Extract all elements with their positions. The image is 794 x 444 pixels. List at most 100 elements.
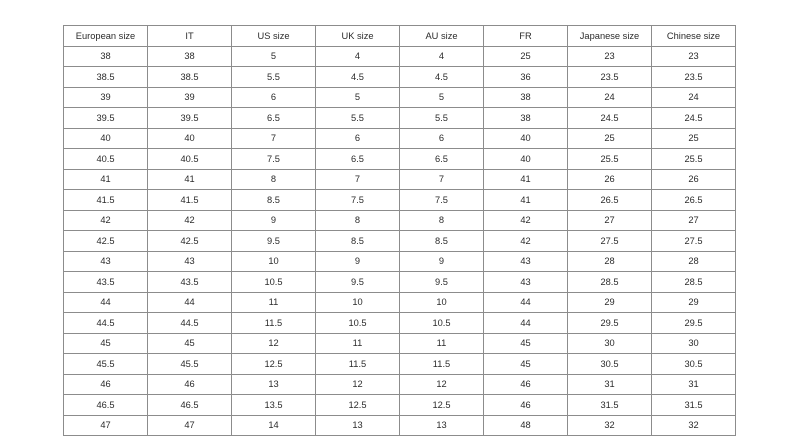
- table-cell: 39: [147, 86, 232, 108]
- table-cell: 26.5: [651, 189, 736, 211]
- table-cell: 36: [483, 66, 568, 88]
- table-cell: 43: [483, 271, 568, 293]
- table-header: European size IT US size UK size AU size FR Ja…: [63, 25, 736, 47]
- table-row: 39.5 39.5 6.5 5.5 5.5 38 24.5 24.5: [63, 107, 736, 129]
- table-cell: 29: [567, 291, 652, 313]
- table-cell: 46: [483, 394, 568, 416]
- table-cell: 6.5: [231, 107, 316, 129]
- table-cell: 6.5: [315, 148, 400, 170]
- table-cell: 24.5: [567, 107, 652, 129]
- table-cell: 7: [315, 168, 400, 190]
- table-cell: 8: [399, 209, 484, 231]
- table-cell: 41.5: [147, 189, 232, 211]
- table-cell: 27.5: [567, 230, 652, 252]
- table-cell: 43.5: [63, 271, 148, 293]
- table-cell: 42.5: [63, 230, 148, 252]
- table-cell: 13: [399, 414, 484, 436]
- table-cell: 40.5: [63, 148, 148, 170]
- table-cell: 29: [651, 291, 736, 313]
- table-cell: 44: [483, 291, 568, 313]
- table-cell: 12.5: [231, 353, 316, 375]
- table-cell: 38: [483, 107, 568, 129]
- table-cell: 44.5: [63, 312, 148, 334]
- table-cell: 31: [567, 373, 652, 395]
- table-cell: 46.5: [63, 394, 148, 416]
- table-cell: 12.5: [399, 394, 484, 416]
- table-cell: 5.5: [231, 66, 316, 88]
- table-cell: 10: [231, 250, 316, 272]
- table-cell: 45.5: [147, 353, 232, 375]
- table-cell: 7.5: [315, 189, 400, 211]
- table-row: 46 46 13 12 12 46 31 31: [63, 373, 736, 395]
- table-cell: 43: [63, 250, 148, 272]
- table-body: 38 38 5 4 4 25 23 23 38.5 38.5 5.5 4.5 4.5 36 23.5 23.5…: [63, 45, 736, 436]
- table-cell: 42.5: [147, 230, 232, 252]
- table-row: 38.5 38.5 5.5 4.5 4.5 36 23.5 23.5: [63, 66, 736, 88]
- table-cell: 25: [651, 127, 736, 149]
- table-cell: 24: [567, 86, 652, 108]
- table-cell: 39.5: [63, 107, 148, 129]
- table-cell: 41: [483, 168, 568, 190]
- table-cell: 47: [147, 414, 232, 436]
- table-cell: 43: [483, 250, 568, 272]
- table-cell: 12: [399, 373, 484, 395]
- table-cell: 27.5: [651, 230, 736, 252]
- table-cell: 8.5: [315, 230, 400, 252]
- table-cell: 29.5: [651, 312, 736, 334]
- table-cell: 41: [147, 168, 232, 190]
- table-cell: 12: [231, 332, 316, 354]
- table-cell: 28: [567, 250, 652, 272]
- table-cell: 6: [315, 127, 400, 149]
- table-cell: 8.5: [399, 230, 484, 252]
- table-cell: 24.5: [651, 107, 736, 129]
- table-cell: 9.5: [315, 271, 400, 293]
- table-cell: 5: [315, 86, 400, 108]
- table-cell: 41: [63, 168, 148, 190]
- table-cell: 9.5: [399, 271, 484, 293]
- table-cell: 8: [231, 168, 316, 190]
- table-cell: 9: [315, 250, 400, 272]
- table-cell: 40.5: [147, 148, 232, 170]
- table-cell: 26: [567, 168, 652, 190]
- table-cell: 26: [651, 168, 736, 190]
- table-cell: 11: [399, 332, 484, 354]
- table-cell: 10: [399, 291, 484, 313]
- column-header: European size: [63, 25, 148, 47]
- table-cell: 30: [567, 332, 652, 354]
- table-cell: 10: [315, 291, 400, 313]
- table-row: 41.5 41.5 8.5 7.5 7.5 41 26.5 26.5: [63, 189, 736, 211]
- table-cell: 4: [315, 45, 400, 67]
- table-cell: 11: [315, 332, 400, 354]
- table-cell: 38: [147, 45, 232, 67]
- table-cell: 30.5: [651, 353, 736, 375]
- table-cell: 8.5: [231, 189, 316, 211]
- table-cell: 5.5: [315, 107, 400, 129]
- table-cell: 38: [63, 45, 148, 67]
- table-cell: 40: [63, 127, 148, 149]
- table-cell: 29.5: [567, 312, 652, 334]
- table-cell: 45: [483, 332, 568, 354]
- column-header: UK size: [315, 25, 400, 47]
- shoe-size-conversion-table: European size IT US size UK size AU size FR Ja…: [63, 25, 736, 436]
- table-cell: 41.5: [63, 189, 148, 211]
- column-header: IT: [147, 25, 232, 47]
- table-cell: 31.5: [567, 394, 652, 416]
- table-cell: 9.5: [231, 230, 316, 252]
- table-cell: 8: [315, 209, 400, 231]
- table-cell: 42: [483, 209, 568, 231]
- column-header: FR: [483, 25, 568, 47]
- table-cell: 32: [651, 414, 736, 436]
- table-cell: 42: [147, 209, 232, 231]
- column-header: US size: [231, 25, 316, 47]
- table-cell: 42: [483, 230, 568, 252]
- table-cell: 23.5: [651, 66, 736, 88]
- table-cell: 11.5: [231, 312, 316, 334]
- table-cell: 44.5: [147, 312, 232, 334]
- table-cell: 6: [399, 127, 484, 149]
- table-cell: 10.5: [315, 312, 400, 334]
- table-cell: 23.5: [567, 66, 652, 88]
- table-cell: 5: [231, 45, 316, 67]
- table-cell: 13.5: [231, 394, 316, 416]
- table-cell: 39.5: [147, 107, 232, 129]
